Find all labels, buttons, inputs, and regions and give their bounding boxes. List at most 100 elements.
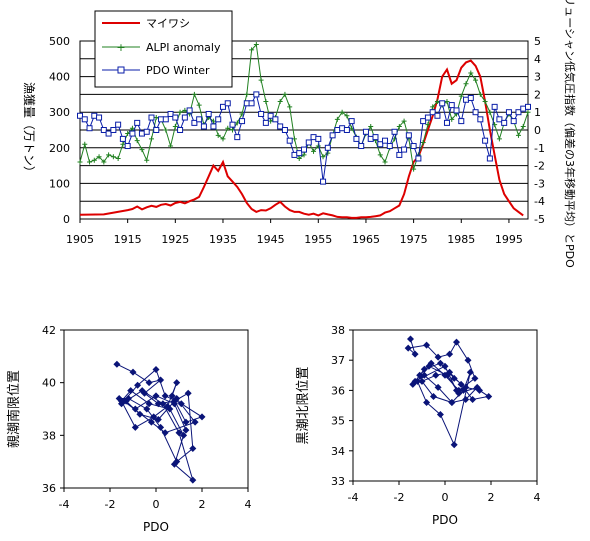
data-point (411, 377, 419, 385)
data-point (138, 387, 146, 395)
data-point (157, 423, 165, 431)
data-point (161, 392, 169, 400)
alpi-point (515, 132, 521, 138)
pdo-point (100, 127, 107, 133)
pdo-point (210, 123, 217, 130)
data-point (462, 395, 470, 403)
alpi-point (191, 91, 197, 97)
data-point (464, 356, 472, 364)
x-tick-label: 0 (153, 498, 160, 511)
x-tick-label: -4 (59, 498, 70, 511)
right-tick-label: 1 (534, 106, 541, 119)
data-point (157, 376, 165, 384)
x-tick-label: 1925 (161, 233, 189, 246)
pdo-point (196, 116, 203, 123)
data-point (152, 392, 160, 400)
alpi-point (163, 127, 169, 133)
pdo-point (243, 100, 250, 107)
data-point (404, 344, 412, 352)
pdo-point (505, 109, 512, 116)
y-tick-label: 33 (331, 475, 345, 488)
alpi-point (82, 141, 88, 147)
alpi-point (115, 155, 121, 161)
alpi-point (420, 139, 426, 145)
pdo-point (124, 143, 131, 150)
pdo-point (501, 119, 508, 126)
data-point (177, 400, 185, 408)
alpi-point (182, 107, 188, 113)
data-point (170, 460, 178, 468)
pdo-point (219, 103, 226, 110)
x-tick-label: 1985 (447, 233, 475, 246)
data-point (423, 341, 431, 349)
alpi-point (110, 154, 116, 160)
data-point (175, 429, 183, 437)
pdo-point (200, 123, 207, 130)
pdo-point (520, 105, 527, 112)
x-tick-label: 1965 (352, 233, 380, 246)
x-tick-label: -4 (348, 491, 359, 504)
x-tick-label: -2 (394, 491, 405, 504)
pdo-point (262, 119, 269, 126)
pdo-point (86, 125, 93, 132)
data-point (168, 392, 176, 400)
right-tick-label: 0 (534, 124, 541, 137)
series-line (79, 93, 529, 182)
pdo-point (77, 112, 83, 119)
alpi-point (411, 166, 417, 172)
data-point (182, 418, 190, 426)
data-point (416, 371, 424, 379)
pdo-point (424, 114, 431, 121)
data-point (453, 338, 460, 346)
pdo-point (396, 151, 403, 158)
x-axis-ticks: 1905 1915 1925 1935 1945 1955 1965 1975 1985 1995 (66, 219, 523, 246)
data-point (129, 368, 137, 376)
alpi-point (139, 147, 145, 153)
pdo-point (138, 130, 145, 137)
alpi-point (396, 123, 402, 129)
data-point (448, 398, 456, 406)
y-tick-label: 42 (42, 324, 56, 337)
series-layer (77, 42, 531, 219)
y-tick-label: 36 (331, 384, 345, 397)
y-tick-label: 34 (331, 445, 345, 458)
data-point (450, 374, 458, 382)
data-point (182, 426, 190, 434)
data-point (191, 418, 199, 426)
pdo-point (167, 110, 174, 117)
left-tick-label: 300 (49, 106, 70, 119)
pdo-point (463, 96, 470, 103)
data-point (180, 431, 188, 439)
alpi-point (215, 132, 221, 138)
pdo-point (320, 178, 327, 185)
x-tick-label: 1995 (495, 233, 523, 246)
alpi-point (463, 81, 469, 87)
pdo-point (496, 116, 503, 123)
data-point (166, 405, 174, 413)
left-tick-label: 0 (63, 213, 70, 226)
right-axis-label: アリューシャン低気圧指数（偏差の3年移動平均）とPDO (563, 0, 577, 268)
data-point (159, 400, 167, 408)
pdo-point (148, 114, 155, 121)
alpi-point (425, 122, 431, 128)
left-tick-label: 200 (49, 142, 70, 155)
left-tick-label: 100 (49, 177, 70, 190)
data-point (466, 368, 474, 376)
data-point (120, 397, 128, 405)
alpi-point (172, 123, 178, 129)
pdo-point (229, 121, 236, 128)
pdo-point (286, 137, 293, 144)
x-axis-label: PDO (143, 520, 169, 534)
data-point (145, 379, 153, 387)
alpi-point (487, 109, 493, 115)
oyashio-scatter-chart: -4 -2 0 2 4 36 38 40 42 PDO 親潮南限位置 (6, 324, 252, 534)
alpi-point (244, 91, 250, 97)
alpi-point (473, 77, 479, 83)
alpi-point (196, 102, 202, 108)
left-tick-label: 400 (49, 71, 70, 84)
pdo-point (224, 100, 231, 107)
y-tick-label: 38 (42, 429, 56, 442)
x-axis-label: PDO (432, 513, 458, 527)
